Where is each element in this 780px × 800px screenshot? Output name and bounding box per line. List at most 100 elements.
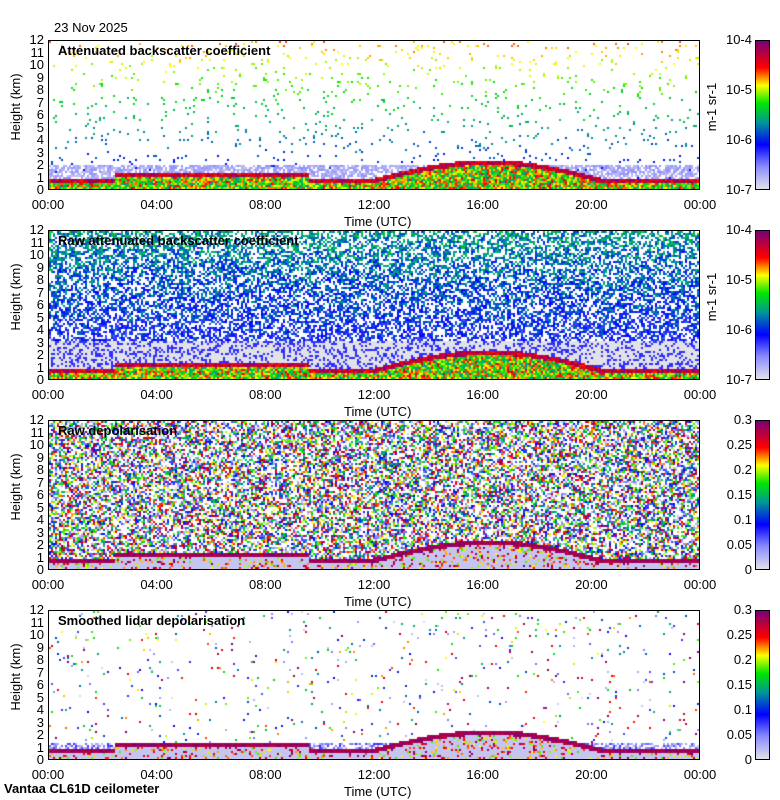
y-tick-label: 1 xyxy=(36,739,44,755)
colorbar-tick-label: 0.15 xyxy=(726,677,752,692)
heatmap-plot-area xyxy=(48,40,700,190)
colorbar xyxy=(755,230,770,380)
y-tick-label: 2 xyxy=(36,727,44,742)
y-tick-label: 10 xyxy=(29,247,44,262)
x-tick-label: 00:00 xyxy=(683,767,717,782)
colorbar-tick-label: 0 xyxy=(744,562,752,577)
y-tick-label: 12 xyxy=(29,222,44,237)
x-tick-label: 00:00 xyxy=(683,387,717,402)
x-tick-label: 20:00 xyxy=(575,387,608,402)
heatmap-canvas xyxy=(49,231,699,379)
y-tick-label: 5 xyxy=(36,689,44,705)
y-tick-label: 1 xyxy=(36,169,44,185)
y-tick-label: 5 xyxy=(36,309,44,325)
colorbar xyxy=(755,610,770,760)
x-tick-label: 16:00 xyxy=(466,197,499,212)
heatmap-plot-area xyxy=(48,230,700,380)
chart-panel: Attenuated backscatter coefficient 0 1 2 3 4 5… xyxy=(0,33,780,230)
y-tick-label: 9 xyxy=(36,69,44,85)
y-tick-label: 3 xyxy=(36,524,44,540)
colorbar-tick-label: 0.2 xyxy=(733,652,752,667)
x-axis-label: Time (UTC) xyxy=(344,784,412,799)
y-tick-label: 9 xyxy=(36,449,44,465)
y-tick-label: 6 xyxy=(36,677,44,692)
y-tick-label: 7 xyxy=(36,94,44,110)
y-tick-label: 8 xyxy=(36,652,44,667)
colorbar-tick-label: 0.3 xyxy=(733,412,752,427)
x-tick-label: 08:00 xyxy=(249,387,282,402)
colorbar xyxy=(755,420,770,570)
x-axis-label: Time (UTC) xyxy=(344,404,412,419)
y-tick-label: 5 xyxy=(36,119,44,135)
y-tick-label: 5 xyxy=(36,499,44,515)
x-tick-label: 00:00 xyxy=(683,197,717,212)
chart-title: Smoothed lidar depolarisation xyxy=(58,613,246,628)
colorbar-tick-label: 0.1 xyxy=(733,512,752,527)
y-tick-label: 7 xyxy=(36,664,44,680)
chart-panel: Raw attenuated backscatter coefficient 0 1… xyxy=(0,223,780,420)
colorbar-tick-label: 0.25 xyxy=(726,627,752,642)
y-tick-label: 0 xyxy=(36,562,44,577)
y-tick-label: 0 xyxy=(36,182,44,197)
x-tick-label: 12:00 xyxy=(357,577,391,592)
colorbar-tick-label: 10-5 xyxy=(725,82,752,97)
colorbar-tick-label: 10-6 xyxy=(725,132,752,147)
colorbar-tick-label: 0.1 xyxy=(733,702,752,717)
y-axis-label: Height (km) xyxy=(8,263,23,331)
y-tick-label: 1 xyxy=(36,549,44,565)
y-tick-label: 11 xyxy=(30,424,45,440)
x-tick-label: 04:00 xyxy=(140,387,173,402)
site-instrument-label: Vantaa CL61D ceilometer xyxy=(4,781,160,796)
x-axis-label: Time (UTC) xyxy=(344,214,412,229)
heatmap-canvas xyxy=(49,611,699,759)
x-tick-label: 04:00 xyxy=(140,577,173,592)
y-tick-label: 12 xyxy=(29,412,44,427)
y-tick-label: 10 xyxy=(29,437,44,452)
y-tick-label: 6 xyxy=(36,297,44,312)
colorbar-tick-label: 10-6 xyxy=(725,322,752,337)
x-tick-label: 04:00 xyxy=(140,767,173,782)
chart-panel: Smoothed lidar depolarisation 0 1 2 3 4 5 6 7 8 9 1… xyxy=(0,603,780,800)
x-tick-label: 16:00 xyxy=(466,767,499,782)
colorbar-tick-label: 10-7 xyxy=(725,182,752,197)
date-label: 23 Nov 2025 xyxy=(54,20,128,35)
x-tick-label: 20:00 xyxy=(575,767,608,782)
x-tick-label: 20:00 xyxy=(575,577,608,592)
colorbar-tick-label: 0.05 xyxy=(726,727,752,742)
y-tick-label: 4 xyxy=(36,512,44,527)
x-tick-label: 00:00 xyxy=(31,387,65,402)
y-tick-label: 3 xyxy=(36,334,44,350)
colorbar-tick-label: 0.15 xyxy=(726,487,752,502)
x-tick-label: 00:00 xyxy=(31,197,65,212)
y-tick-label: 7 xyxy=(36,474,44,490)
x-tick-label: 12:00 xyxy=(357,197,391,212)
colorbar-unit-label: m-1 sr-1 xyxy=(704,82,719,132)
y-tick-label: 0 xyxy=(36,372,44,387)
y-tick-label: 8 xyxy=(36,272,44,287)
y-tick-label: 7 xyxy=(36,284,44,300)
y-tick-label: 2 xyxy=(36,157,44,172)
chart-title: Raw attenuated backscatter coefficient xyxy=(58,233,299,248)
colorbar xyxy=(755,40,770,190)
y-axis-label: Height (km) xyxy=(8,73,23,141)
x-tick-label: 20:00 xyxy=(575,197,608,212)
x-tick-label: 00:00 xyxy=(31,577,65,592)
colorbar-tick-label: 10-4 xyxy=(725,222,752,237)
x-tick-label: 04:00 xyxy=(140,197,173,212)
y-tick-label: 12 xyxy=(29,602,44,617)
y-tick-label: 4 xyxy=(36,702,44,717)
y-tick-label: 3 xyxy=(36,714,44,730)
y-axis-label: Height (km) xyxy=(8,453,23,521)
chart-title: Attenuated backscatter coefficient xyxy=(58,43,271,58)
x-tick-label: 12:00 xyxy=(357,767,391,782)
y-tick-label: 3 xyxy=(36,144,44,160)
y-tick-label: 2 xyxy=(36,537,44,552)
x-tick-label: 08:00 xyxy=(249,197,282,212)
x-tick-label: 00:00 xyxy=(683,577,717,592)
y-tick-label: 8 xyxy=(36,462,44,477)
heatmap-plot-area xyxy=(48,610,700,760)
colorbar-tick-label: 0.2 xyxy=(733,462,752,477)
x-tick-label: 00:00 xyxy=(31,767,65,782)
colorbar-tick-label: 10-4 xyxy=(725,32,752,47)
y-tick-label: 12 xyxy=(29,32,44,47)
